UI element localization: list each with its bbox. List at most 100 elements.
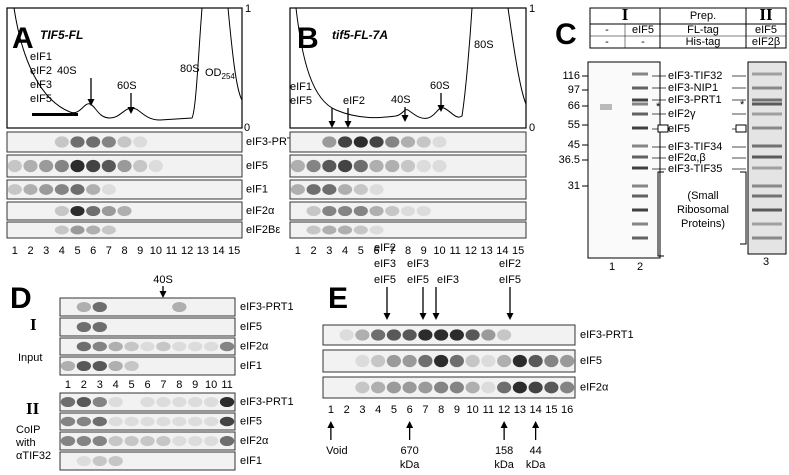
band xyxy=(432,159,447,173)
lane-number: 11 xyxy=(221,379,232,391)
blot-label: eIF2α xyxy=(240,340,269,352)
band xyxy=(92,301,107,313)
lane-number: 3 xyxy=(326,245,332,257)
gel-band xyxy=(632,222,648,226)
band xyxy=(92,416,107,427)
section-label: Input xyxy=(18,352,42,364)
band xyxy=(92,341,107,352)
band xyxy=(355,354,370,368)
band xyxy=(449,354,464,368)
gel-band xyxy=(632,72,648,76)
band xyxy=(544,354,559,368)
size-marker: kDa xyxy=(494,459,514,471)
band xyxy=(156,416,171,427)
band xyxy=(76,301,92,313)
section-label: II xyxy=(26,399,40,418)
lane-number: 10 xyxy=(205,379,217,391)
band xyxy=(339,329,354,341)
gel-band xyxy=(752,222,782,226)
peak-label: eIF5 xyxy=(499,274,521,286)
band xyxy=(432,136,447,148)
band xyxy=(402,381,417,394)
blot xyxy=(6,179,243,200)
blot xyxy=(59,412,236,431)
blot-label: eIF2α xyxy=(580,381,609,393)
lane-number: 6 xyxy=(407,404,413,416)
panel-letter: A xyxy=(12,22,34,55)
band xyxy=(449,329,464,341)
band xyxy=(203,341,219,352)
gel-band xyxy=(632,98,648,102)
band xyxy=(385,136,400,148)
band xyxy=(528,381,543,394)
blot xyxy=(289,131,527,153)
band xyxy=(156,341,171,352)
band xyxy=(23,184,38,195)
gel-band xyxy=(752,86,782,90)
band xyxy=(371,329,386,341)
arrow-head xyxy=(532,421,540,428)
band xyxy=(54,136,69,148)
arrow-head xyxy=(432,313,440,320)
lane-number: 10 xyxy=(150,245,162,257)
scale-label: 0 xyxy=(529,122,535,134)
lane-number: 7 xyxy=(106,245,112,257)
section-label: I xyxy=(30,315,37,334)
gel-band xyxy=(632,112,648,116)
band xyxy=(76,435,92,447)
gel-band xyxy=(632,166,648,170)
lane-number: 2 xyxy=(81,379,87,391)
band xyxy=(290,184,305,195)
band xyxy=(108,360,123,372)
band xyxy=(497,329,512,341)
band xyxy=(117,205,132,217)
panel-letter: D xyxy=(10,282,32,315)
lane-number: 14 xyxy=(496,245,508,257)
arrow-head xyxy=(401,115,409,122)
band xyxy=(369,184,384,195)
arrow-head xyxy=(327,421,335,428)
peak-label: eIF3 xyxy=(374,258,396,270)
lane-number: 3 xyxy=(359,404,365,416)
lane-number: 6 xyxy=(373,245,379,257)
marker-label: 116 xyxy=(562,70,580,82)
band xyxy=(337,184,353,195)
lane-number: 6 xyxy=(90,245,96,257)
blot xyxy=(6,131,243,153)
arrow-head xyxy=(87,99,95,106)
band xyxy=(133,136,148,148)
band xyxy=(188,396,203,408)
band xyxy=(188,416,203,427)
lane-number: 13 xyxy=(197,245,209,257)
band xyxy=(92,396,107,408)
band xyxy=(512,354,527,368)
band xyxy=(219,435,235,447)
band xyxy=(371,381,386,394)
peak-label: eIF5 xyxy=(407,274,429,286)
lane-number: 7 xyxy=(389,245,395,257)
arrow-head xyxy=(506,313,514,320)
note-label: Proteins) xyxy=(681,218,725,230)
panel-letter: B xyxy=(297,22,319,55)
band-label: eIF3-PRT1 xyxy=(668,94,722,106)
band xyxy=(188,435,203,447)
blot xyxy=(6,221,243,239)
band xyxy=(369,205,384,217)
band xyxy=(497,381,512,394)
band xyxy=(306,184,321,195)
band xyxy=(172,301,187,313)
band xyxy=(117,159,132,173)
lane-number: 8 xyxy=(121,245,127,257)
band xyxy=(355,329,370,341)
lane-number: 2 xyxy=(637,261,643,273)
blot xyxy=(59,356,236,376)
lane-number: 4 xyxy=(375,404,381,416)
blot-label: eIF2Bε xyxy=(246,224,280,236)
band xyxy=(203,396,219,408)
band xyxy=(172,341,187,352)
lane-number: 3 xyxy=(763,256,769,268)
band xyxy=(306,159,321,173)
band xyxy=(70,184,85,195)
lane-number: 13 xyxy=(481,245,493,257)
lane-number: 2 xyxy=(311,245,317,257)
